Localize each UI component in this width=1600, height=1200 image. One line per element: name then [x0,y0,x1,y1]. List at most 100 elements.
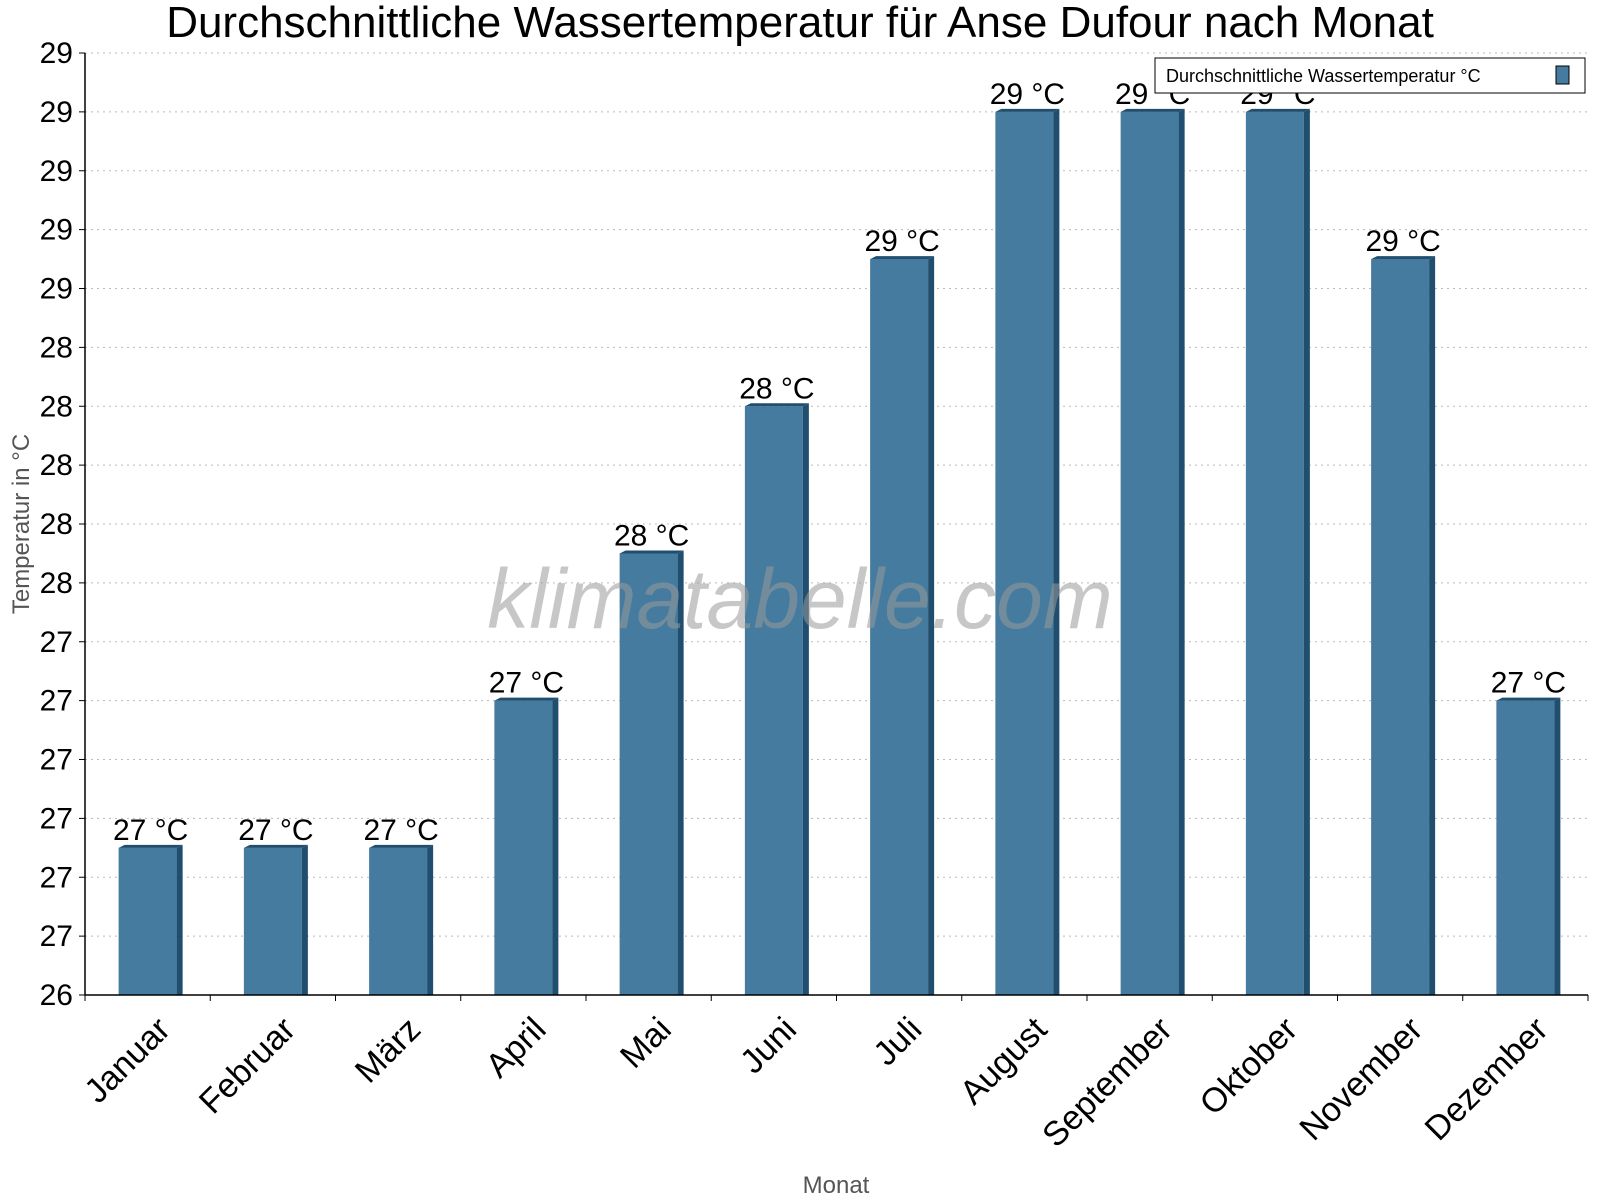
bar-side [1178,108,1185,995]
bar-top [1245,108,1310,112]
y-tick-label: 29 [40,96,73,129]
bar-11 [1371,256,1436,995]
y-tick-label: 28 [40,390,73,423]
y-tick-label: 29 [40,37,73,70]
bar-side [1554,697,1561,995]
legend-entry: Durchschnittliche Wassertemperatur °C [1166,66,1481,86]
bar-top [870,256,935,260]
bar-face [744,406,803,995]
y-tick-label: 29 [40,273,73,306]
bar-face [369,847,428,995]
bar-side [802,403,809,995]
legend-swatch [1555,65,1570,85]
y-tick-label: 27 [40,626,73,659]
bar-5 [619,550,684,995]
watermark: klimatabelle.com [487,552,1113,646]
bar-top [369,844,434,848]
bar-side [1053,108,1060,995]
x-tick-label: April [478,1010,553,1085]
data-label: 27 °C [113,814,188,847]
data-label: 29 °C [990,78,1065,111]
bar-face [494,700,553,995]
bar-7 [870,256,935,995]
y-tick-label: 28 [40,449,73,482]
x-tick-label: Oktober [1193,1010,1305,1122]
bars: 27 °C 27 °C 27 °C 27 °C 28 °C 28 °C 29 °C 29 °C… [113,78,1566,995]
y-tick-label: 28 [40,508,73,541]
y-tick-label: 26 [40,979,73,1012]
y-axis-ticks: 26 27 27 27 27 27 27 28 28 28 28 28 29 29 29 29 29 [40,37,85,1012]
bar-top [1496,697,1561,701]
x-tick-label: Dezember [1418,1010,1556,1148]
bar-4 [494,697,559,995]
bar-face [1245,111,1304,995]
bar-12 [1496,697,1561,995]
bar-face [1371,259,1430,995]
data-label: 27 °C [238,814,313,847]
x-axis-title: Monat [803,1172,870,1199]
bar-side [427,844,434,995]
x-tick-label: November [1292,1010,1430,1148]
bar-top [118,844,183,848]
bar-9 [1120,108,1185,995]
bar-face [1496,700,1555,995]
bar-face [995,111,1054,995]
bar-2 [243,844,308,995]
data-label: 29 °C [864,225,939,258]
bar-1 [118,844,183,995]
grid [85,52,1588,937]
bar-face [118,847,177,995]
bar-top [1120,108,1185,112]
bar-side [928,256,935,995]
x-axis-ticks: Januar Februar März April Mai Juni Juli AugustS… [77,995,1589,1155]
bar-8 [995,108,1060,995]
data-label: 28 °C [614,519,689,552]
chart-title: Durchschnittliche Wassertemperatur für A… [166,0,1434,47]
bar-3 [369,844,434,995]
x-tick-label: Mai [613,1010,679,1076]
data-label: 29 °C [1365,225,1440,258]
data-label: 28 °C [739,372,814,405]
y-axis-title: Temperatur in °C [8,434,35,614]
bar-top [744,403,809,407]
bar-top [494,697,559,701]
x-tick-label: März [348,1010,428,1090]
legend-box [1154,57,1586,94]
y-tick-label: 27 [40,802,73,835]
y-tick-label: 27 [40,920,73,953]
bar-10 [1245,108,1310,995]
bar-side [677,550,684,995]
y-tick-label: 29 [40,155,73,188]
bar-side [552,697,559,995]
bar-side [301,844,308,995]
legend: Durchschnittliche Wassertemperatur °C [1154,57,1586,94]
y-tick-label: 27 [40,685,73,718]
bar-face [870,259,929,995]
bar-top [995,108,1060,112]
bar-face [619,553,678,995]
data-label: 27 °C [363,814,438,847]
bar-face [1120,111,1179,995]
bar-6 [744,403,809,995]
x-tick-label: Juni [733,1010,804,1081]
y-tick-label: 28 [40,331,73,364]
bar-top [619,550,684,554]
x-tick-label: Juli [866,1010,929,1073]
y-tick-label: 27 [40,861,73,894]
y-tick-label: 28 [40,567,73,600]
x-tick-label: Februar [192,1010,303,1121]
x-tick-label: Januar [77,1010,177,1110]
bar-side [1303,108,1310,995]
bar-side [1429,256,1436,995]
data-label: 27 °C [1491,667,1566,700]
bar-side [176,844,183,995]
x-tick-label: August [953,1010,1055,1112]
y-tick-label: 27 [40,744,73,777]
bar-top [1371,256,1436,260]
y-tick-label: 29 [40,214,73,247]
x-tick-label: September [1035,1010,1179,1154]
data-label: 27 °C [489,667,564,700]
bar-face [243,847,302,995]
bar-top [243,844,308,848]
